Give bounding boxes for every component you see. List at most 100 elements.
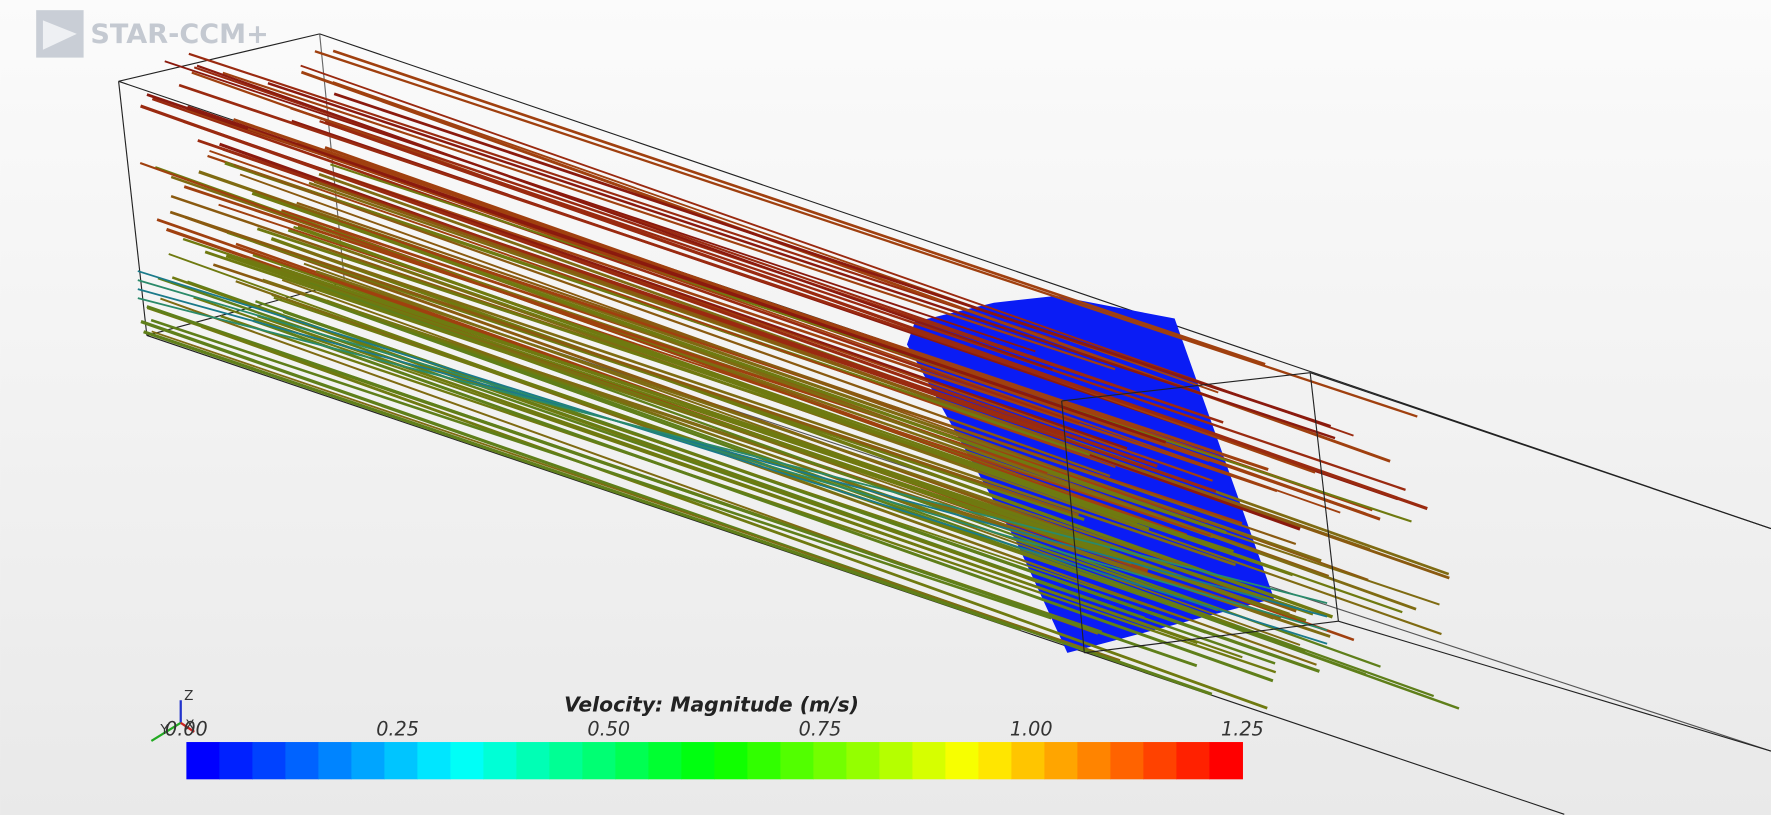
- outlet-box: [1061, 372, 1771, 752]
- colorbar-band: [1110, 742, 1144, 780]
- colorbar-band: [450, 742, 484, 780]
- colorbar-band: [978, 742, 1012, 780]
- logo-text: STAR-CCM+: [90, 19, 268, 50]
- streamline: [252, 319, 1274, 683]
- streamline: [188, 52, 1059, 342]
- colorbar-tick-label: 1.25: [1221, 717, 1264, 740]
- streamline: [150, 318, 1052, 620]
- streamline: [270, 237, 1334, 619]
- streamline: [257, 314, 1198, 645]
- streamline: [251, 191, 1227, 535]
- streamline: [315, 270, 1189, 569]
- box-edge: [118, 33, 320, 82]
- box-edge: [1309, 372, 1771, 530]
- colorbar-title: Velocity: Magnitude (m/s): [564, 693, 859, 717]
- streamline: [140, 320, 1213, 696]
- colorbar-band: [1176, 742, 1210, 780]
- streamline: [324, 120, 1428, 511]
- colorbar-band: [186, 742, 220, 780]
- colorbar-band: [648, 742, 682, 780]
- streamline: [201, 325, 1268, 710]
- triad: Z Y X: [150, 688, 195, 742]
- streamline: [297, 225, 1150, 531]
- streamline: [224, 161, 1091, 456]
- streamline: [137, 288, 1328, 618]
- streamline: [178, 83, 1156, 415]
- colorbar-tick-label: 0.00: [165, 717, 208, 740]
- colorbar-band: [912, 742, 946, 780]
- streamline: [324, 146, 1381, 521]
- streamline: [137, 297, 1328, 604]
- streamline: [314, 50, 1418, 418]
- box-edge: [1338, 620, 1771, 752]
- streamline: [140, 104, 1158, 468]
- colorbar-band: [747, 742, 781, 780]
- colorbar-band: [384, 742, 418, 780]
- streamline: [151, 330, 1121, 662]
- streamline: [137, 270, 1328, 645]
- triad-label: Z: [184, 688, 193, 704]
- colorbar-band: [1077, 742, 1111, 780]
- box-edge: [1309, 372, 1339, 622]
- streamline: [267, 81, 1336, 440]
- colorbar-band: [318, 742, 352, 780]
- colorbar-band: [846, 742, 880, 780]
- streamline: [233, 163, 1111, 478]
- colorbar-band: [813, 742, 847, 780]
- colorbar-band: [945, 742, 979, 780]
- colorbar-tick-label: 0.75: [799, 717, 842, 740]
- streamline: [157, 276, 1276, 665]
- colorbar-band: [615, 742, 649, 780]
- logo: STAR-CCM+: [36, 10, 269, 58]
- colorbar-tick-label: 0.25: [376, 717, 419, 740]
- streamline: [222, 71, 1116, 371]
- streamline: [143, 330, 1022, 631]
- colorbar-band: [780, 742, 814, 780]
- streamline: [146, 305, 1198, 668]
- streamline: [169, 210, 1080, 517]
- colorbar-band: [1044, 742, 1078, 780]
- colorbar-band: [252, 742, 286, 780]
- streamline: [300, 248, 1236, 567]
- streamline: [296, 201, 1297, 546]
- colorbar-band: [483, 742, 517, 780]
- streamline: [171, 276, 1039, 584]
- colorbar-tick-label: 0.50: [587, 717, 630, 740]
- streamline: [182, 237, 1111, 550]
- colorbar: Velocity: Magnitude (m/s) 0.00 0.25 0.50 0.…: [165, 693, 1264, 780]
- streamline: [345, 249, 1442, 636]
- colorbar-band: [549, 742, 583, 780]
- colorbar-band: [582, 742, 616, 780]
- streamline: [164, 60, 1036, 353]
- streamline: [218, 203, 1212, 537]
- logo-shape: [42, 20, 77, 50]
- streamline: [196, 64, 1053, 371]
- streamline: [139, 161, 1192, 539]
- colorbar-band: [1209, 742, 1243, 780]
- streamline: [333, 92, 1332, 428]
- box-edge: [118, 81, 148, 336]
- streamline: [247, 128, 1341, 514]
- box-edge: [1061, 400, 1085, 653]
- colorbar-band: [1011, 742, 1045, 780]
- streamline: [209, 149, 1116, 469]
- triad-axis: [180, 721, 195, 733]
- colorbar-band: [714, 742, 748, 780]
- colorbar-band: [516, 742, 550, 780]
- colorbar-tick-label: 1.00: [1010, 717, 1053, 740]
- streamlines: [137, 49, 1460, 710]
- colorbar-band: [285, 742, 319, 780]
- colorbar-band: [417, 742, 451, 780]
- box-edge: [319, 33, 1771, 530]
- streamline: [151, 97, 1080, 425]
- streamline: [187, 105, 1167, 444]
- streamline: [300, 64, 1354, 437]
- colorbar-band: [879, 742, 913, 780]
- box-edge: [1061, 372, 1311, 402]
- streamline: [137, 279, 1328, 632]
- box-edge: [1084, 620, 1339, 654]
- triad-label: Y: [159, 722, 169, 738]
- triad-label: X: [185, 718, 194, 734]
